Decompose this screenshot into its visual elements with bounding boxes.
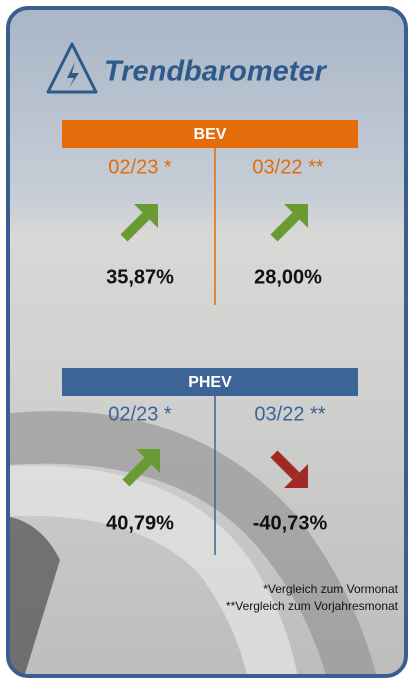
footnote: *Vergleich zum Vormonat	[263, 582, 398, 596]
value: 40,79%	[106, 512, 174, 534]
period: 03/22 **	[254, 403, 325, 425]
value: -40,73%	[253, 512, 328, 534]
value: 28,00%	[254, 266, 322, 288]
section-label: PHEV	[188, 374, 232, 391]
section-label: BEV	[194, 126, 227, 143]
value: 35,87%	[106, 266, 174, 288]
period: 03/22 **	[252, 156, 323, 178]
period: 02/23 *	[108, 403, 172, 425]
infographic: Trendbarometer BEV 02/23 * 03/22 ** 35,8…	[0, 0, 414, 686]
footnote: **Vergleich zum Vorjahresmonat	[226, 599, 399, 613]
page: Trendbarometer BEV 02/23 * 03/22 ** 35,8…	[0, 0, 414, 686]
period: 02/23 *	[108, 156, 172, 178]
title: Trendbarometer	[104, 56, 328, 88]
